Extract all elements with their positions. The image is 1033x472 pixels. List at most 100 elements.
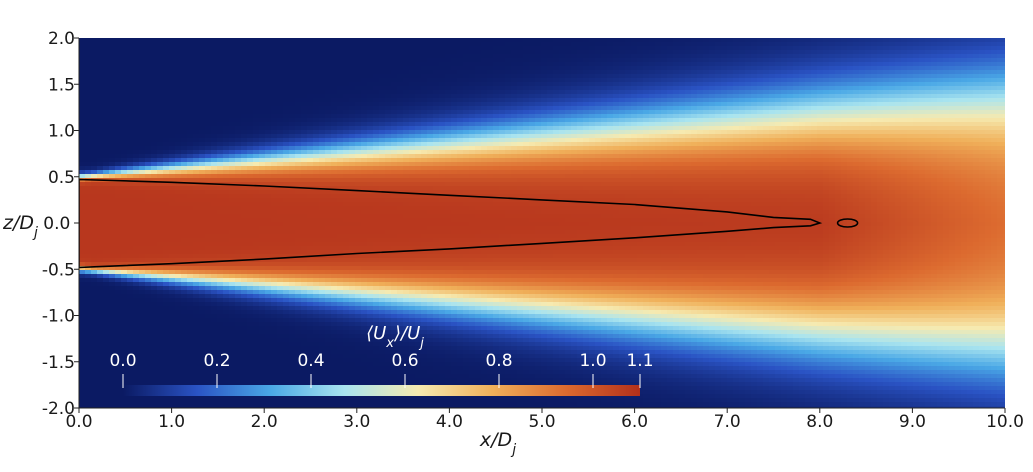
velocity-cell [193,134,200,139]
velocity-cell [385,110,392,115]
velocity-cell [175,86,182,91]
velocity-cell [235,266,242,271]
velocity-cell [205,90,212,95]
velocity-cell [205,310,212,315]
velocity-cell [301,282,308,287]
velocity-cell [91,138,98,143]
velocity-cell [169,302,176,307]
velocity-cell [187,114,194,119]
velocity-cell [187,190,194,195]
velocity-cell [211,102,218,107]
velocity-cell [85,342,92,347]
velocity-cell [313,202,320,207]
velocity-cell [379,94,386,99]
velocity-cell [181,50,188,55]
velocity-cell [397,114,404,119]
velocity-cell [163,226,170,231]
velocity-cell [385,86,392,91]
velocity-cell [361,382,368,387]
velocity-cell [319,322,326,327]
velocity-cell [361,314,368,319]
velocity-cell [181,250,188,255]
velocity-cell [337,226,344,231]
velocity-cell [169,38,176,43]
velocity-cell [385,246,392,251]
velocity-cell [313,170,320,175]
velocity-cell [337,282,344,287]
velocity-cell [229,46,236,51]
velocity-cell [271,78,278,83]
velocity-cell [247,302,254,307]
velocity-cell [163,302,170,307]
velocity-cell [187,394,194,399]
velocity-cell [205,394,212,399]
velocity-cell [313,234,320,239]
velocity-cell [385,314,392,319]
velocity-cell [127,326,134,331]
velocity-cell [337,402,344,407]
velocity-cell [139,278,146,283]
velocity-cell [85,226,92,231]
velocity-cell [157,290,164,295]
velocity-cell [325,114,332,119]
velocity-cell [85,150,92,155]
velocity-cell [319,98,326,103]
velocity-cell [145,38,152,43]
velocity-cell [313,190,320,195]
velocity-cell [217,254,224,259]
velocity-cell [79,154,86,159]
velocity-cell [175,222,182,227]
velocity-cell [91,310,98,315]
velocity-cell [175,402,182,407]
velocity-cell [115,186,122,191]
velocity-cell [115,378,122,383]
velocity-cell [355,110,362,115]
velocity-cell [367,242,374,247]
velocity-cell [151,42,158,47]
velocity-cell [121,290,128,295]
velocity-cell [325,94,332,99]
velocity-cell [253,38,260,43]
velocity-cell [217,294,224,299]
velocity-cell [307,306,314,311]
velocity-cell [109,366,116,371]
velocity-cell [283,142,290,147]
velocity-cell [259,258,266,263]
velocity-cell [121,70,128,75]
velocity-cell [259,162,266,167]
velocity-cell [157,170,164,175]
velocity-cell [115,226,122,231]
velocity-cell [157,158,164,163]
velocity-cell [217,170,224,175]
velocity-cell [145,314,152,319]
velocity-cell [247,154,254,159]
velocity-cell [301,222,308,227]
velocity-cell [355,58,362,63]
velocity-cell [229,334,236,339]
velocity-cell [181,290,188,295]
velocity-cell [265,162,272,167]
velocity-cell [211,106,218,111]
velocity-cell [307,402,314,407]
velocity-cell [151,346,158,351]
velocity-cell [391,342,398,347]
velocity-cell [175,270,182,275]
velocity-cell [103,350,110,355]
velocity-cell [355,94,362,99]
velocity-cell [283,162,290,167]
velocity-cell [325,182,332,187]
velocity-cell [193,302,200,307]
velocity-cell [271,342,278,347]
velocity-cell [343,382,350,387]
velocity-cell [247,78,254,83]
velocity-cell [103,74,110,79]
velocity-cell [301,110,308,115]
velocity-cell [277,58,284,63]
velocity-cell [325,54,332,59]
velocity-cell [301,166,308,171]
velocity-cell [379,138,386,143]
velocity-cell [145,202,152,207]
velocity-cell [361,230,368,235]
velocity-cell [205,254,212,259]
velocity-cell [163,254,170,259]
